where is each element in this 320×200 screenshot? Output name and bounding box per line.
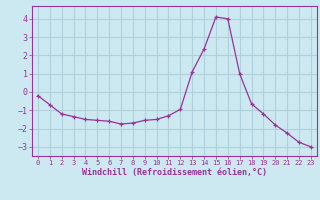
X-axis label: Windchill (Refroidissement éolien,°C): Windchill (Refroidissement éolien,°C): [82, 168, 267, 177]
